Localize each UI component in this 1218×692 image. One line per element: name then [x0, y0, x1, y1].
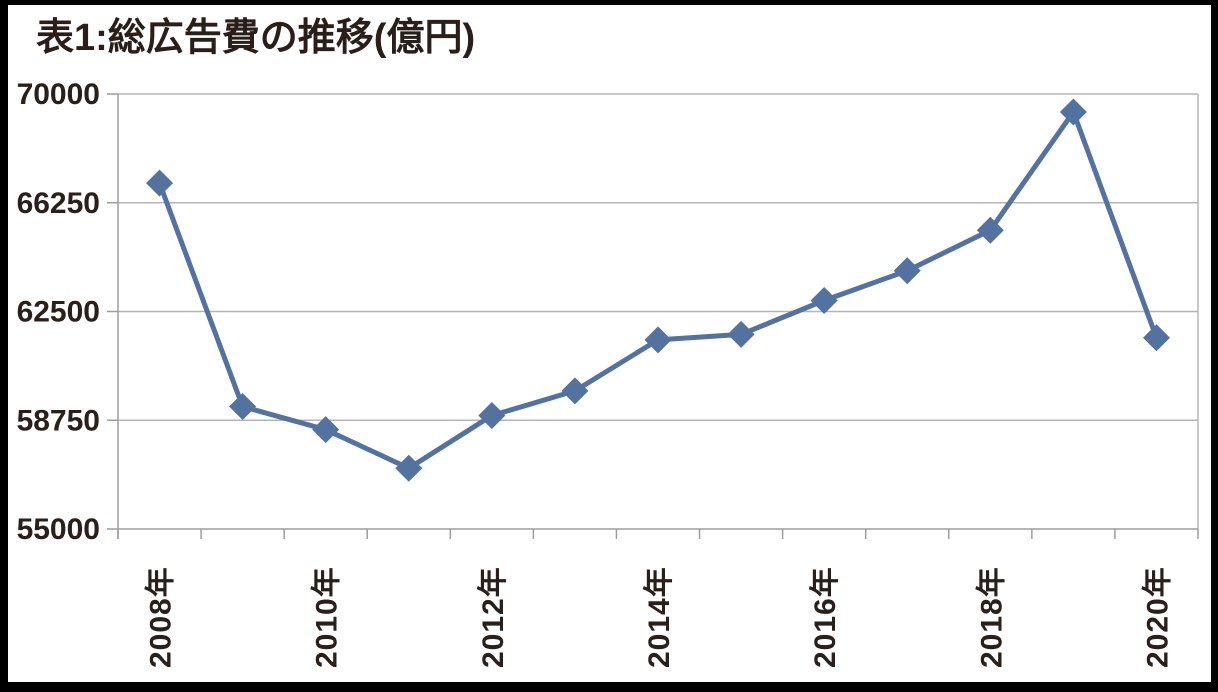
series-line — [157, 109, 1159, 471]
data-point-marker — [312, 416, 340, 444]
x-axis-label: 2018年 — [975, 566, 1008, 668]
data-point-marker — [561, 377, 589, 405]
x-axis-label: 2012年 — [477, 566, 510, 668]
x-axis-label: 2010年 — [311, 566, 344, 668]
data-point-marker — [1142, 324, 1170, 352]
y-axis-label: 58750 — [17, 404, 100, 437]
data-point-marker — [146, 169, 174, 197]
x-axis-label: 2020年 — [1141, 566, 1174, 668]
data-point-marker — [229, 393, 257, 421]
data-point-marker — [395, 454, 423, 482]
data-point-marker — [1059, 98, 1087, 126]
chart-frame: 表1:総広告費の推移(億円) 55000 58750 62500 66250 70000… — [8, 5, 1211, 682]
data-point-marker — [893, 257, 921, 285]
data-point-marker — [727, 320, 755, 348]
data-point-marker — [644, 326, 672, 354]
data-point-marker — [810, 286, 838, 314]
y-axis-label: 70000 — [17, 78, 100, 111]
y-axis-label: 55000 — [17, 513, 100, 546]
data-point-marker — [478, 402, 506, 430]
y-axis-label: 66250 — [17, 187, 100, 220]
x-axis-label: 2016年 — [809, 566, 842, 668]
x-axis-label: 2014年 — [643, 566, 676, 668]
data-point-marker — [976, 216, 1004, 244]
chart-title: 表1:総広告費の推移(億円) — [36, 17, 476, 59]
x-axis-label: 2008年 — [145, 566, 178, 668]
y-axis-label: 62500 — [17, 296, 100, 329]
